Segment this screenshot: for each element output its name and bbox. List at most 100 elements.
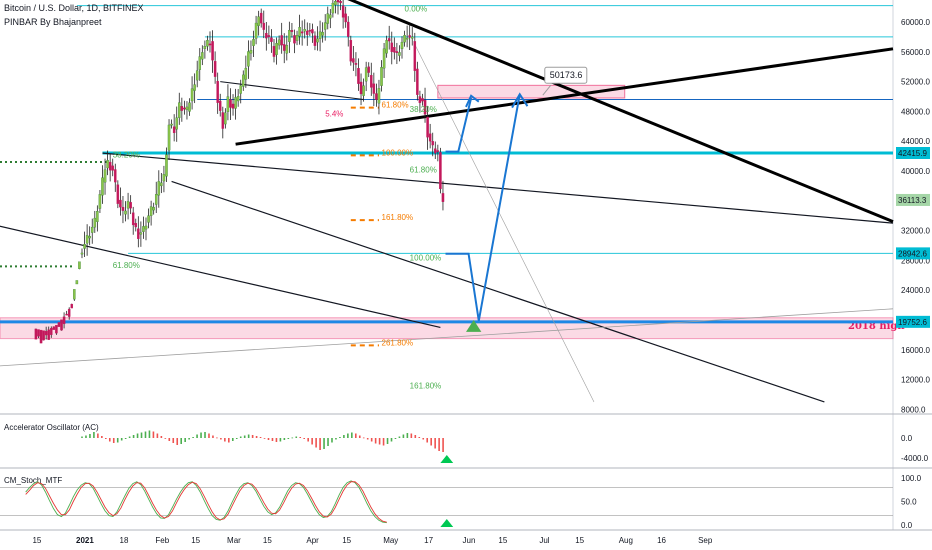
symbol-title[interactable]: Bitcoin / U.S. Dollar, 1D, BITFINEX <box>4 3 144 13</box>
fib-label-10: 261.80% <box>382 338 414 347</box>
price-tick-label: 28000.0 <box>901 256 930 265</box>
candle-body <box>160 182 163 187</box>
candle-body <box>257 16 260 26</box>
candle-body <box>367 66 370 73</box>
candle-body <box>439 152 442 190</box>
candle-body <box>34 328 38 340</box>
candle-body <box>188 102 191 112</box>
candle-body <box>267 35 271 37</box>
candle-body <box>416 68 419 95</box>
candle-body <box>114 169 117 183</box>
price-tag-bg <box>896 315 930 328</box>
candle-body <box>44 331 48 336</box>
ac-bar <box>390 438 393 442</box>
fib-label-9: 61.80% <box>113 261 140 270</box>
ac-bar <box>136 433 139 438</box>
ac-bar <box>176 438 179 445</box>
candle-body <box>165 154 168 177</box>
ac-bar <box>128 436 131 438</box>
ac-bar <box>224 438 226 442</box>
candle-body <box>180 106 184 111</box>
ac-bar <box>124 438 127 439</box>
candle-body <box>434 148 437 154</box>
candle-body <box>408 35 411 38</box>
candle-body <box>39 329 43 344</box>
candle-body <box>387 38 391 42</box>
candle-body <box>119 199 122 208</box>
trendline-descending-thick <box>347 0 894 224</box>
ac-bar <box>255 436 258 438</box>
ac-bar <box>81 436 83 438</box>
trendline-ascending-thick <box>235 47 894 146</box>
candle-body <box>293 35 296 44</box>
callout-pointer <box>542 84 552 96</box>
buy-marker-main <box>466 320 482 332</box>
time-tick-label: 15 <box>191 536 200 545</box>
candle-body <box>116 184 120 204</box>
ac-bar <box>358 435 361 438</box>
candle-body <box>37 329 40 337</box>
projection-arrow-1 <box>445 97 473 153</box>
candle-body <box>272 46 276 57</box>
ac-bar <box>354 433 357 438</box>
time-tick-label: Aug <box>619 536 633 545</box>
candle-body <box>157 181 161 196</box>
candle-body <box>303 29 306 32</box>
ac-bar <box>339 437 341 438</box>
price-tick-label: 8000.0 <box>901 405 926 414</box>
candle-body <box>216 80 219 103</box>
candle-body <box>213 61 217 77</box>
indicator-title[interactable]: PINBAR By Bhajanpreet <box>4 17 102 27</box>
ac-bar <box>434 438 436 449</box>
candle-body <box>221 112 225 129</box>
candle-body <box>226 96 230 112</box>
stoch-tick-label: 50.0 <box>901 498 917 507</box>
ac-bar <box>410 433 413 438</box>
ac-bar <box>105 438 107 439</box>
fib-label-8: 100.00% <box>410 253 442 262</box>
ac-bar <box>299 437 302 438</box>
candle-body <box>385 40 388 54</box>
candle-body <box>124 210 127 215</box>
time-tick-label: 17 <box>424 536 433 545</box>
time-tick-label: 16 <box>657 536 666 545</box>
candle-body <box>211 41 214 61</box>
candle-body <box>313 35 317 46</box>
ac-bar <box>275 438 278 442</box>
candle-body <box>137 228 140 239</box>
ac-bar <box>231 438 234 441</box>
candle-body <box>346 21 350 37</box>
candle-body <box>75 280 79 285</box>
candle-body <box>288 30 291 42</box>
time-tick-label: Sep <box>698 536 713 545</box>
candle-body <box>395 51 399 53</box>
candle-body <box>78 261 81 269</box>
candle-body <box>67 308 71 317</box>
ac-bar <box>192 437 194 438</box>
price-tick-label: 24000.0 <box>901 286 930 295</box>
price-tag-bg <box>896 193 930 206</box>
candle-body <box>344 13 347 23</box>
candle-body <box>421 98 424 102</box>
time-tick-label: Mar <box>227 536 241 545</box>
ac-bar <box>382 438 385 446</box>
candle-body <box>154 194 158 205</box>
fib-guide-gray <box>414 44 595 403</box>
candle-body <box>183 107 186 110</box>
candle-body <box>308 30 312 32</box>
price-tick-label: 48000.0 <box>901 107 930 116</box>
candle-body <box>234 97 237 109</box>
price-tag-label: 36113.3 <box>898 196 927 205</box>
ac-bar <box>120 438 123 441</box>
candle-body <box>98 194 102 209</box>
ac-bar <box>247 434 250 438</box>
candle-body <box>170 123 173 126</box>
candle-body <box>295 35 299 41</box>
candle-body <box>249 50 253 54</box>
ac-bar <box>406 433 409 438</box>
ac-bar <box>307 438 309 442</box>
arrow-head-1 <box>465 94 480 108</box>
stoch-tick-label: 0.0 <box>901 521 913 530</box>
candle-body <box>201 52 204 60</box>
